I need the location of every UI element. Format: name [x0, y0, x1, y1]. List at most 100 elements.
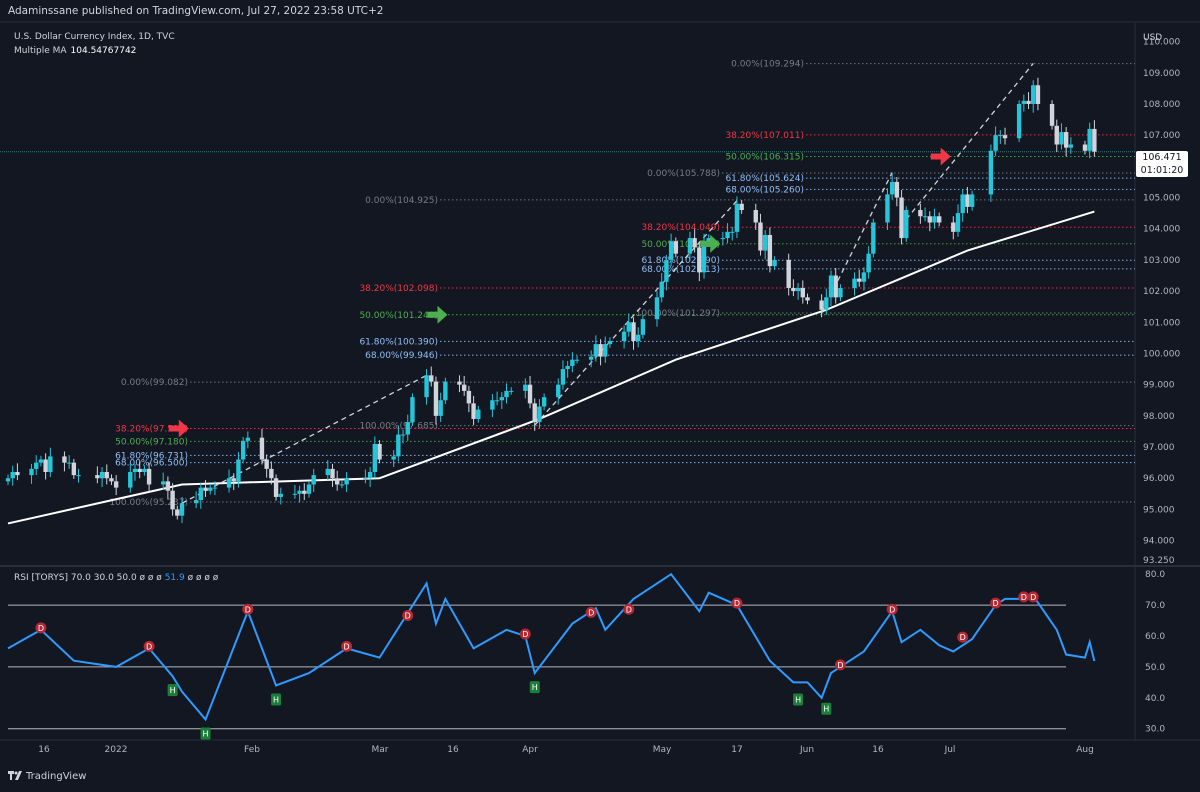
candle — [687, 231, 693, 262]
time-tick: May — [653, 745, 672, 755]
candle-body — [443, 381, 448, 401]
candle-body — [828, 275, 834, 298]
candle-body — [626, 322, 631, 332]
candle — [264, 454, 269, 478]
arrow-green-icon — [700, 234, 721, 253]
fib-level-label: 100.00%(101.297) — [636, 309, 720, 319]
candle-body — [461, 384, 467, 391]
candle-body — [965, 194, 970, 207]
candle — [71, 458, 77, 479]
trend-line — [181, 374, 427, 504]
time-tick: Jul — [944, 745, 956, 755]
fib-level-label: 0.00%(105.788) — [647, 169, 720, 179]
candle-body — [969, 194, 975, 207]
candle — [969, 190, 975, 211]
candle-body — [1068, 144, 1074, 148]
candle-body — [988, 150, 994, 195]
candle — [306, 480, 312, 498]
candle-body — [889, 181, 895, 195]
price-tick: 107.000 — [1143, 131, 1180, 141]
candle-body — [932, 216, 937, 223]
price-tick: 97.000 — [1143, 443, 1175, 453]
candle — [10, 465, 15, 486]
candle-body — [523, 384, 528, 391]
rsi-legend-value: 51.9 — [164, 573, 185, 583]
candle-body — [635, 334, 641, 342]
candle-body — [734, 203, 740, 232]
candle — [1031, 80, 1036, 113]
symbol-legend: U.S. Dollar Currency Index, 1D, TVC — [14, 32, 175, 42]
candle-body — [1054, 125, 1059, 145]
candle-body — [1002, 135, 1008, 139]
fib-level-label: 68.00%(96.500) — [115, 459, 188, 469]
price-tick: 93.250 — [1143, 556, 1175, 566]
candle — [325, 460, 330, 481]
candle-body — [936, 216, 942, 223]
trend-line — [821, 172, 893, 314]
candle-body — [212, 487, 218, 489]
price-tick: 95.000 — [1143, 505, 1175, 515]
candle-body — [692, 238, 697, 248]
candle — [193, 491, 199, 509]
candle — [659, 273, 664, 303]
candle — [1026, 92, 1031, 109]
candle-body — [99, 471, 105, 479]
candle-body — [786, 259, 791, 288]
marker-bg — [793, 693, 804, 706]
marker-label: D — [1030, 593, 1036, 602]
candle — [231, 473, 236, 491]
fib-level-label: 100.00%(95.237) — [109, 498, 188, 508]
candle — [269, 461, 274, 485]
candle — [1082, 140, 1088, 155]
rsi-divergence-marker: D — [623, 603, 635, 615]
candle-body — [1087, 128, 1092, 151]
price-tick: 105.000 — [1143, 194, 1180, 204]
price-tick: 108.000 — [1143, 100, 1180, 110]
candle — [165, 476, 171, 500]
candle-body — [706, 238, 711, 242]
candle-body — [640, 319, 646, 335]
candle-body — [762, 234, 768, 251]
arrow-red-icon — [168, 419, 189, 438]
rsi-divergence-marker: D — [990, 597, 1002, 609]
rsi-divergence-marker: D — [35, 622, 47, 634]
trend-line — [905, 63, 1034, 220]
candle — [363, 469, 368, 484]
marker-bg — [1018, 591, 1030, 603]
price-tick: 98.000 — [1143, 412, 1175, 422]
fib-level-label: 61.80%(105.624) — [725, 174, 804, 184]
tradingview-branding[interactable]: TradingView — [8, 771, 86, 782]
candle — [494, 391, 500, 406]
candle — [179, 496, 185, 524]
candle — [372, 436, 378, 479]
candle — [424, 369, 429, 405]
candle-body — [565, 365, 570, 370]
candle-body — [824, 297, 829, 310]
candle-body — [1092, 128, 1097, 152]
marker-label: D — [344, 642, 350, 651]
candle — [753, 203, 758, 230]
candle — [730, 226, 735, 241]
candle — [574, 355, 580, 364]
fib-level-label: 50.00%(103.518) — [641, 240, 720, 250]
candle — [34, 455, 39, 476]
marker-label: D — [245, 605, 251, 614]
candle-body — [363, 478, 368, 480]
candle — [993, 126, 998, 156]
ma-legend: Multiple MA 104.54767742 — [14, 46, 136, 56]
fib-level-label: 50.00%(97.180) — [115, 437, 188, 447]
time-tick: 17 — [731, 745, 742, 755]
marker-label: D — [889, 605, 895, 614]
arrow-red-icon — [930, 147, 951, 166]
candle-body — [38, 459, 44, 463]
candle-body — [687, 238, 693, 254]
candle — [725, 223, 730, 244]
time-tick: Feb — [244, 745, 260, 755]
fib-level-label: 68.00%(102.713) — [641, 265, 720, 275]
candle — [894, 176, 900, 207]
marker-bg — [519, 628, 531, 640]
candle — [697, 242, 702, 282]
candle — [344, 471, 349, 492]
fib-level-label: 0.00%(109.294) — [731, 60, 804, 70]
